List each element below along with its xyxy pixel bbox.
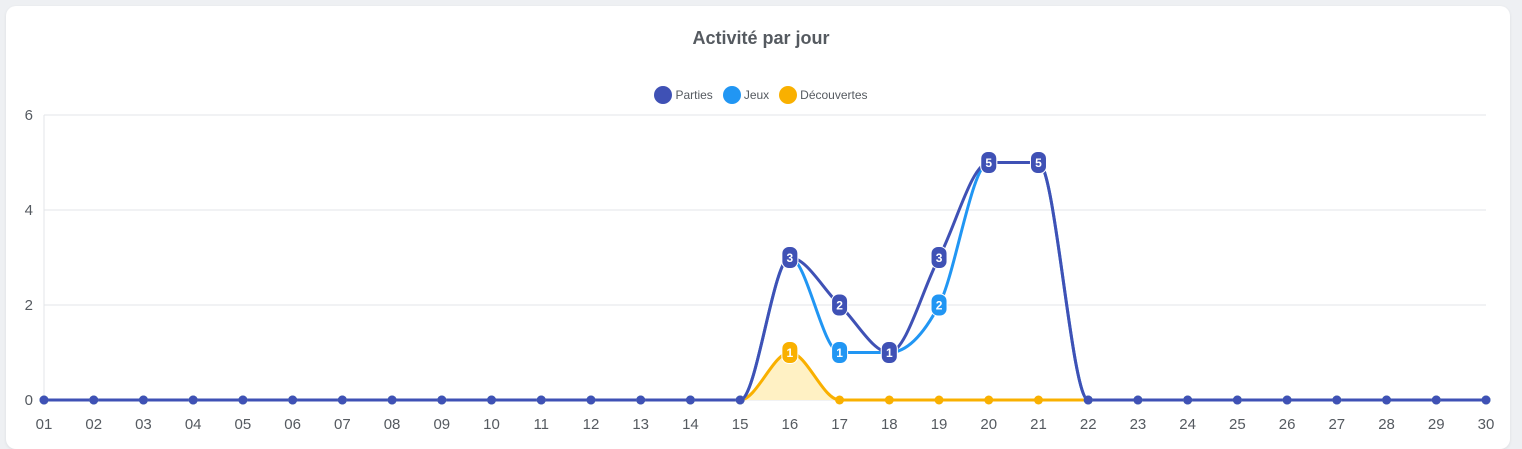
- chart-title: Activité par jour: [692, 28, 830, 48]
- data-point-parties: [238, 395, 248, 405]
- x-tick-label: 06: [284, 416, 301, 433]
- data-label-bg-jeux: [831, 341, 849, 364]
- x-tick-label: 22: [1080, 416, 1097, 433]
- data-label-parties: 5: [985, 156, 992, 170]
- data-label-bg-jeux: [930, 293, 948, 317]
- x-tick-label: 24: [1179, 416, 1196, 433]
- legend-label-decouvertes: Découvertes: [800, 88, 868, 102]
- data-label-parties: 1: [886, 346, 893, 360]
- legend-label-parties: Parties: [675, 88, 713, 102]
- data-point-parties: [437, 395, 447, 405]
- legend-marker-parties: [654, 86, 673, 104]
- x-tick-label: 10: [483, 416, 500, 433]
- x-tick-label: 12: [583, 416, 600, 433]
- data-label-bg-parties: [930, 246, 948, 269]
- data-label-parties: 3: [936, 251, 943, 265]
- data-point-decouvertes: [934, 395, 944, 405]
- x-tick-label: 30: [1478, 416, 1495, 433]
- x-tick-label: 09: [433, 416, 450, 433]
- data-label-parties: 5: [1035, 156, 1042, 170]
- data-label-bg-parties: [781, 246, 799, 269]
- x-tick-label: 14: [682, 416, 699, 433]
- x-tick-label: 03: [135, 416, 152, 433]
- data-point-parties: [685, 395, 695, 405]
- x-tick-label: 08: [384, 416, 401, 433]
- x-tick-label: 25: [1229, 416, 1246, 433]
- data-point-parties: [387, 395, 397, 405]
- data-point-parties: [1431, 395, 1441, 405]
- data-point-parties: [487, 395, 497, 405]
- chart-legend: Parties Jeux Découvertes: [0, 86, 1522, 104]
- chart-card: [6, 6, 1510, 449]
- x-tick-label: 17: [831, 416, 848, 433]
- legend-label-jeux: Jeux: [743, 88, 770, 102]
- x-tick-label: 11: [533, 416, 549, 433]
- data-point-parties: [1183, 395, 1193, 405]
- x-tick-label: 19: [931, 416, 948, 433]
- data-label-bg-parties: [831, 293, 849, 317]
- data-point-parties: [735, 395, 745, 405]
- data-label-bg-parties: [880, 341, 898, 364]
- data-point-parties: [1382, 395, 1392, 405]
- x-tick-label: 20: [980, 416, 997, 433]
- data-label-decouvertes: 1: [787, 346, 794, 360]
- data-point-parties: [1332, 395, 1342, 405]
- data-point-parties: [1232, 395, 1242, 405]
- x-tick-label: 01: [36, 416, 53, 433]
- data-point-parties: [586, 395, 596, 405]
- data-point-decouvertes: [1033, 395, 1043, 405]
- x-tick-label: 29: [1428, 416, 1445, 433]
- data-point-parties: [536, 395, 546, 405]
- x-tick-label: 07: [334, 416, 351, 433]
- data-label-bg-decouvertes: [781, 341, 799, 364]
- x-tick-label: 04: [185, 416, 202, 433]
- data-point-parties: [138, 395, 148, 405]
- x-tick-label: 02: [85, 416, 102, 433]
- y-tick-label: 0: [25, 392, 33, 409]
- x-tick-label: 16: [782, 416, 799, 433]
- legend-marker-decouvertes: [779, 86, 798, 104]
- legend-marker-jeux: [722, 86, 741, 104]
- data-point-parties: [288, 395, 298, 405]
- x-tick-label: 28: [1378, 416, 1395, 433]
- data-point-parties: [1083, 395, 1093, 405]
- data-label-jeux: 1: [836, 346, 843, 360]
- data-point-parties: [188, 395, 198, 405]
- data-point-parties: [1282, 395, 1292, 405]
- legend-item-jeux[interactable]: Jeux: [722, 86, 770, 104]
- x-tick-label: 15: [732, 416, 749, 433]
- series-line-parties: [44, 160, 1486, 402]
- x-tick-label: 18: [881, 416, 898, 433]
- data-label-jeux: 2: [936, 299, 943, 313]
- data-label-parties: 2: [836, 299, 843, 313]
- data-point-parties: [39, 395, 49, 405]
- x-tick-label: 21: [1030, 416, 1047, 433]
- y-tick-label: 4: [25, 202, 33, 219]
- data-label-bg-parties: [1029, 151, 1047, 174]
- data-label-parties: 3: [787, 251, 794, 265]
- data-point-decouvertes: [884, 395, 894, 405]
- data-point-parties: [1133, 395, 1143, 405]
- series-line-jeux: [44, 160, 1486, 402]
- y-tick-label: 6: [25, 107, 33, 124]
- data-point-parties: [337, 395, 347, 405]
- x-tick-label: 05: [235, 416, 252, 433]
- x-tick-label: 26: [1279, 416, 1296, 433]
- data-point-decouvertes: [984, 395, 994, 405]
- data-point-parties: [1481, 395, 1491, 405]
- legend-item-parties[interactable]: Parties: [654, 86, 713, 104]
- data-label-bg-parties: [980, 151, 998, 174]
- x-tick-label: 23: [1130, 416, 1147, 433]
- y-tick-label: 2: [25, 297, 33, 314]
- data-point-decouvertes: [835, 395, 845, 405]
- x-tick-label: 27: [1328, 416, 1345, 433]
- legend-item-decouvertes[interactable]: Découvertes: [779, 86, 868, 104]
- data-point-parties: [89, 395, 99, 405]
- data-point-parties: [636, 395, 646, 405]
- x-tick-label: 13: [632, 416, 649, 433]
